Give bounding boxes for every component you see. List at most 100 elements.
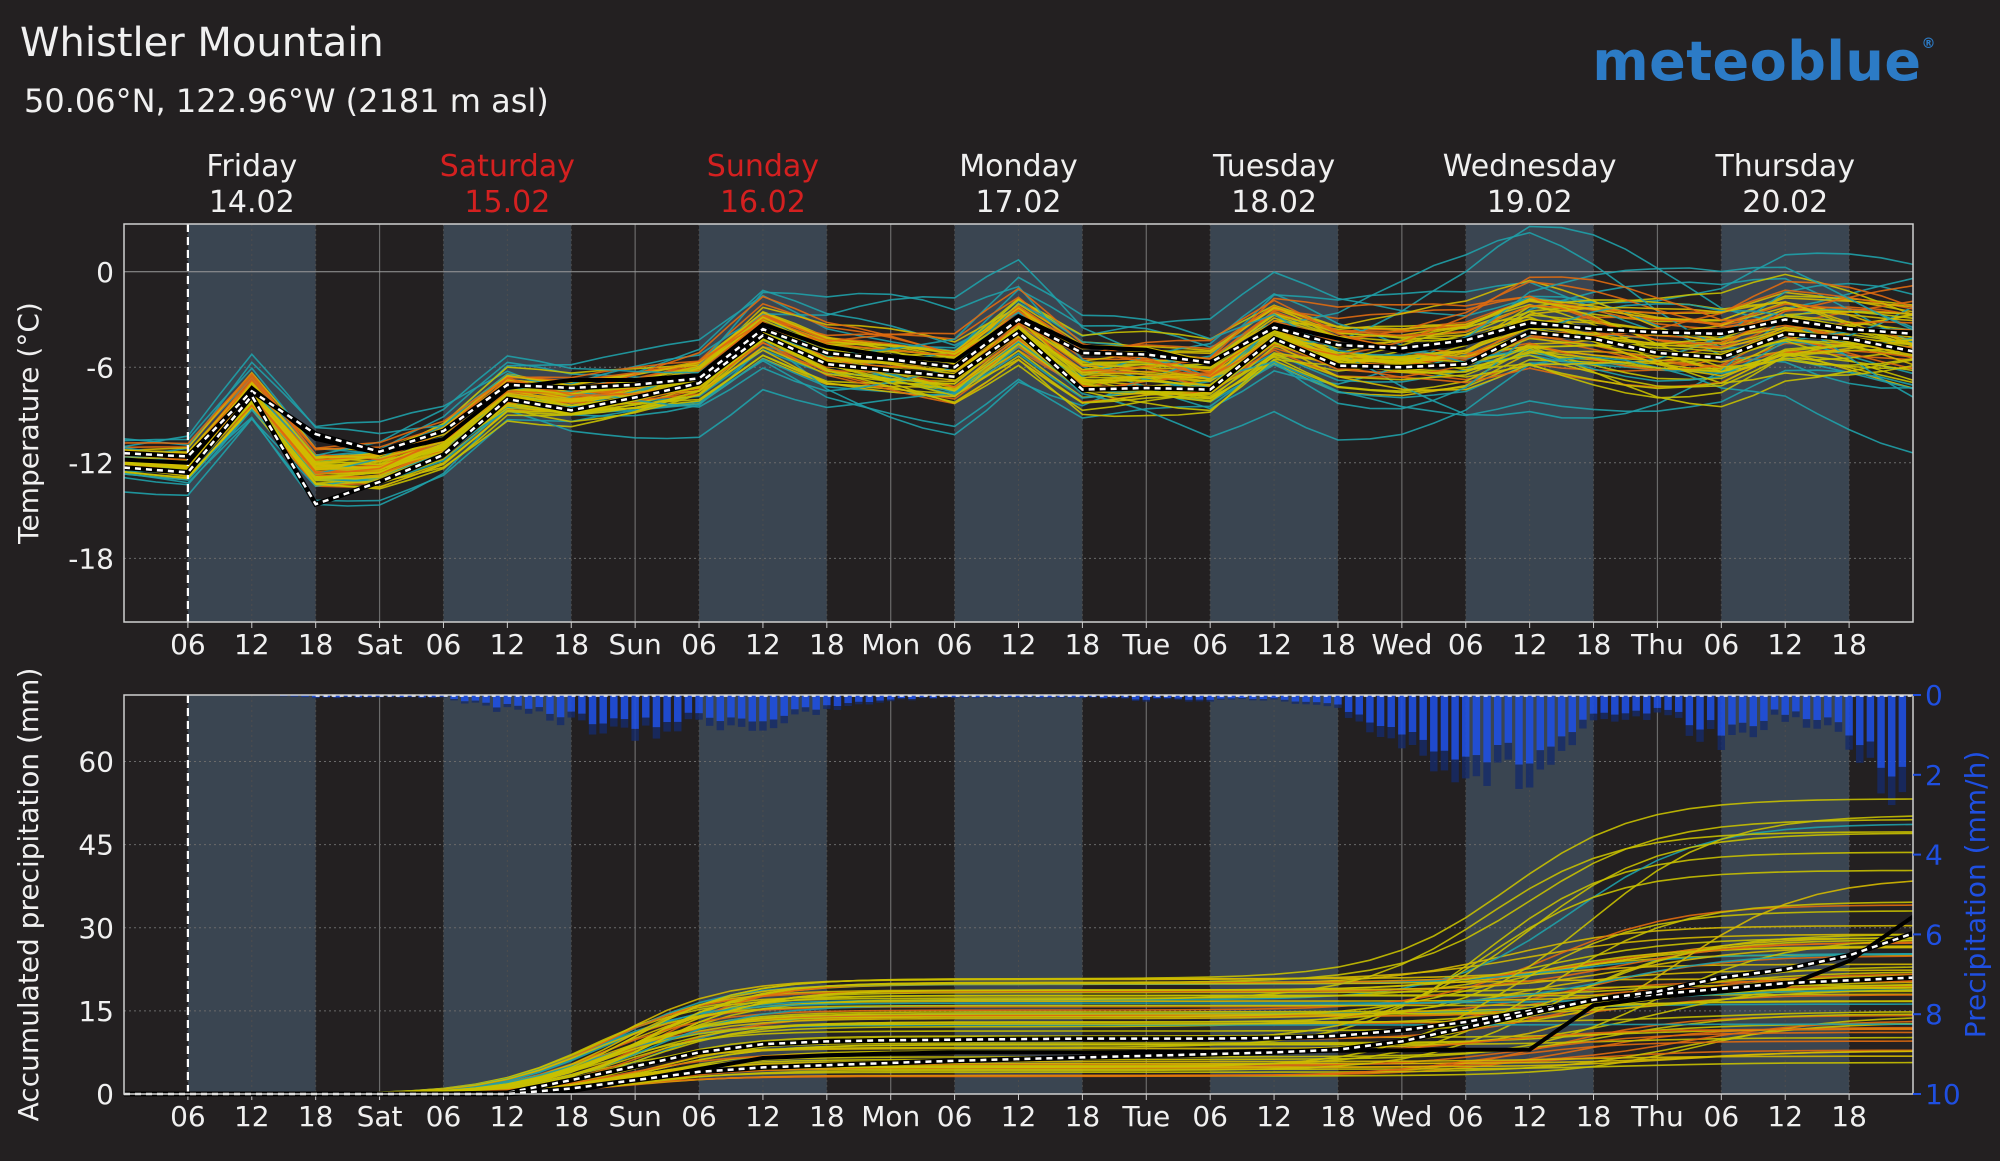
precip-bar-spread xyxy=(1462,756,1470,779)
x-tick-label: 18 xyxy=(553,628,589,661)
precip-bar-spread xyxy=(599,723,607,734)
meteoblue-logo[interactable]: meteoblue® xyxy=(1592,30,1936,93)
precip-bar xyxy=(631,695,639,729)
precip-bar-spread xyxy=(1643,713,1651,720)
precip-bar-spread xyxy=(1366,722,1374,733)
daylight-band xyxy=(1210,224,1338,622)
precip-bar xyxy=(1110,695,1119,698)
precip-bar-spread xyxy=(450,698,458,701)
precip-bar-spread xyxy=(1312,702,1321,705)
precip-bar-spread xyxy=(1110,697,1119,699)
precip-bar xyxy=(1217,695,1225,699)
precip-bar xyxy=(1525,695,1534,764)
x-tick-label: 06 xyxy=(937,628,973,661)
precip-bar xyxy=(1749,695,1757,727)
y-tick-label: -12 xyxy=(68,447,114,480)
median-line xyxy=(123,318,1914,458)
precip-bar xyxy=(1856,695,1864,746)
precip-bar xyxy=(1195,695,1204,700)
precip-bar xyxy=(1504,695,1513,743)
precip-bar xyxy=(759,695,767,722)
precip-bar-spread xyxy=(1131,699,1140,702)
y-tick-label: 60 xyxy=(78,746,114,779)
x-tick-label: 18 xyxy=(298,628,334,661)
y-tick-label: 0 xyxy=(96,256,114,289)
ensemble-member-line xyxy=(124,225,1913,458)
precip-bar-spread xyxy=(1568,732,1576,746)
precip-bar-spread xyxy=(1685,725,1694,736)
precip-bar-spread xyxy=(1099,697,1108,699)
x-tick-label: Thu xyxy=(1630,1100,1684,1133)
x-tick-label: 18 xyxy=(1831,1100,1867,1133)
precip-bar-spread xyxy=(918,697,927,699)
precip-bar-spread xyxy=(1249,698,1257,701)
precip-bar-spread xyxy=(1376,726,1385,738)
x-tick-label: 12 xyxy=(234,1100,270,1133)
precip-bar-spread xyxy=(1877,767,1885,794)
precip-bar xyxy=(482,695,490,703)
precip-bar-spread xyxy=(397,697,405,698)
precip-bar xyxy=(1270,695,1278,699)
precip-bar xyxy=(1249,695,1257,699)
precip-bar xyxy=(1004,695,1012,697)
precip-bar-spread xyxy=(791,709,799,715)
ensemble-member-line xyxy=(124,329,1913,490)
precip-bar xyxy=(1419,695,1427,740)
precip-bar xyxy=(1472,695,1481,756)
precip-bar-spread xyxy=(1621,713,1630,720)
precip-bar-spread xyxy=(578,713,586,721)
precip-bar xyxy=(1706,695,1715,721)
precip-bar-spread xyxy=(1483,762,1491,786)
precip-bar xyxy=(769,695,778,720)
precip-bar xyxy=(1398,695,1406,735)
ensemble-member-line xyxy=(124,298,1913,458)
precip-bar xyxy=(514,695,522,706)
precip-bar xyxy=(1376,695,1385,727)
precip-bar-spread xyxy=(695,713,703,720)
precip-bar-spread xyxy=(716,721,725,731)
day-date-label: 16.02 xyxy=(720,185,806,220)
x-tick-label: 18 xyxy=(1831,628,1867,661)
precip-bar-spread xyxy=(1802,719,1811,728)
precip-bar-spread xyxy=(886,699,895,702)
precip-bar xyxy=(1515,695,1523,765)
precip-bar-spread xyxy=(471,700,480,703)
precip-bar-spread xyxy=(1334,704,1342,708)
x-tick-label: 12 xyxy=(1001,628,1037,661)
precip-bar xyxy=(1887,695,1896,777)
ensemble-member-line xyxy=(124,310,1913,469)
precip-bar xyxy=(1206,695,1214,700)
x-tick-label: 18 xyxy=(809,1100,845,1133)
precip-bar-spread xyxy=(1749,726,1757,738)
location-title: Whistler Mountain xyxy=(20,20,384,66)
precip-bar xyxy=(1036,695,1044,698)
precip-bar xyxy=(1877,695,1885,768)
precip-bar-spread xyxy=(1302,701,1310,705)
precip-bar-spread xyxy=(1781,714,1789,722)
precip-bar-spread xyxy=(311,697,320,699)
precip-bar-spread xyxy=(876,700,884,703)
precip-bar-spread xyxy=(1440,750,1449,771)
x-tick-label: 12 xyxy=(745,1100,781,1133)
x-tick-label: Mon xyxy=(861,1100,920,1133)
day-name-label: Tuesday xyxy=(1212,149,1335,184)
precip-bar xyxy=(1696,695,1704,730)
x-tick-label: Sun xyxy=(609,628,662,661)
precip-bar xyxy=(1366,695,1374,723)
precip-bar-spread xyxy=(1387,727,1395,739)
x-tick-label: 18 xyxy=(1065,628,1101,661)
precip-bar-spread xyxy=(1014,697,1023,699)
x-tick-label: 06 xyxy=(1448,1100,1484,1133)
precip-bar-spread xyxy=(684,712,693,720)
precip-bar xyxy=(1802,695,1811,720)
ensemble-member-line xyxy=(124,336,1913,488)
daylight-band xyxy=(1721,224,1850,622)
x-tick-label: 06 xyxy=(681,1100,717,1133)
precip-bar-spread xyxy=(1089,696,1097,698)
x-tick-label: 12 xyxy=(1767,628,1803,661)
precip-bar-spread xyxy=(1611,714,1619,722)
precip-bar-spread xyxy=(343,696,352,698)
precip-bar-spread xyxy=(439,696,448,698)
precip-bar xyxy=(333,695,341,698)
precip-bar-spread xyxy=(1845,735,1853,750)
